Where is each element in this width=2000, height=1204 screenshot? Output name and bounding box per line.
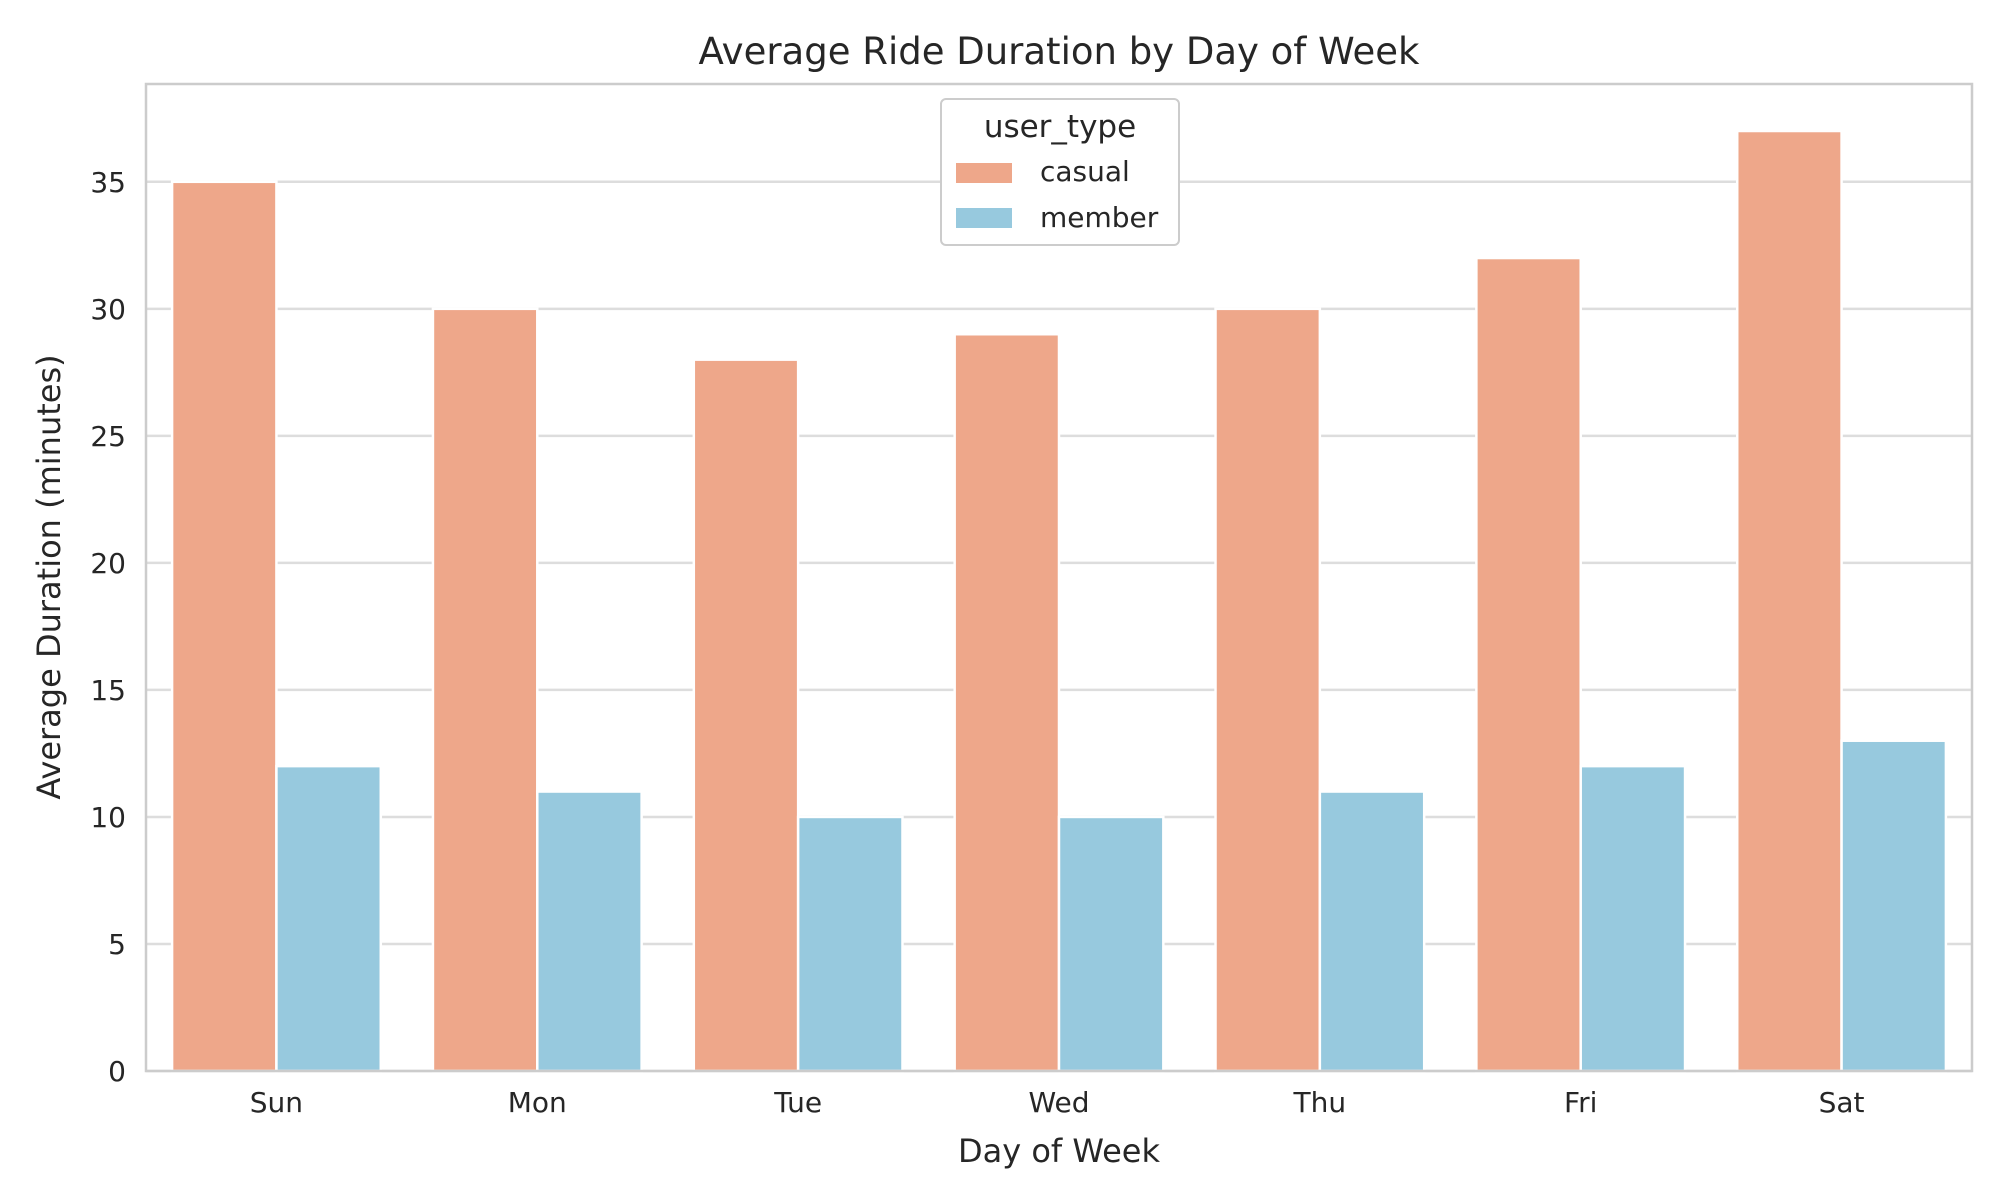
bars xyxy=(170,129,1948,1073)
y-tick-label: 30 xyxy=(90,293,126,326)
bar-casual-tue xyxy=(692,358,800,1073)
bar-casual-fri xyxy=(1475,256,1582,1073)
bar-member-sun xyxy=(275,764,383,1073)
x-axis-ticks: Sun Mon Tue Wed Thu Fri Sat xyxy=(250,1086,1865,1119)
x-tick-label: Thu xyxy=(1293,1086,1347,1119)
y-tick-label: 35 xyxy=(90,166,126,199)
bar-casual-wed xyxy=(953,332,1061,1073)
y-tick-label: 5 xyxy=(108,928,126,961)
x-tick-label: Mon xyxy=(508,1086,567,1119)
x-tick-label: Sun xyxy=(250,1086,303,1119)
y-tick-label: 20 xyxy=(90,547,126,580)
y-tick-label: 10 xyxy=(90,801,126,834)
plot-frame xyxy=(144,82,1974,1073)
y-axis-ticks: 0 5 10 15 20 25 30 35 xyxy=(90,166,126,1088)
bar-casual-sat xyxy=(1735,129,1843,1073)
bar-casual-sun xyxy=(170,180,278,1073)
legend-title: user_type xyxy=(984,109,1136,145)
bar-member-tue xyxy=(796,815,904,1073)
legend-swatch-casual xyxy=(956,163,1012,183)
bar-member-mon xyxy=(536,790,643,1073)
legend: user_type casual member xyxy=(940,98,1180,246)
x-axis-label: Day of Week xyxy=(958,1132,1161,1170)
x-tick-label: Tue xyxy=(773,1086,822,1119)
bar-casual-mon xyxy=(431,307,539,1073)
legend-swatch-member xyxy=(956,208,1012,228)
legend-label-member: member xyxy=(1040,201,1159,234)
legend-label-casual: casual xyxy=(1040,155,1130,188)
bar-member-sat xyxy=(1840,739,1948,1073)
y-tick-label: 15 xyxy=(90,674,126,707)
x-tick-label: Wed xyxy=(1028,1086,1089,1119)
y-tick-label: 25 xyxy=(90,420,126,453)
bar-casual-thu xyxy=(1214,307,1322,1073)
chart-title: Average Ride Duration by Day of Week xyxy=(699,30,1420,73)
y-axis-label: Average Duration (minutes) xyxy=(30,354,68,799)
bar-member-thu xyxy=(1318,790,1426,1073)
bar-member-wed xyxy=(1057,815,1165,1073)
plot-area-border xyxy=(144,82,1974,1073)
x-tick-label: Sat xyxy=(1819,1086,1865,1119)
x-tick-label: Fri xyxy=(1564,1086,1597,1119)
bar-member-fri xyxy=(1579,764,1687,1073)
y-tick-label: 0 xyxy=(108,1055,126,1088)
